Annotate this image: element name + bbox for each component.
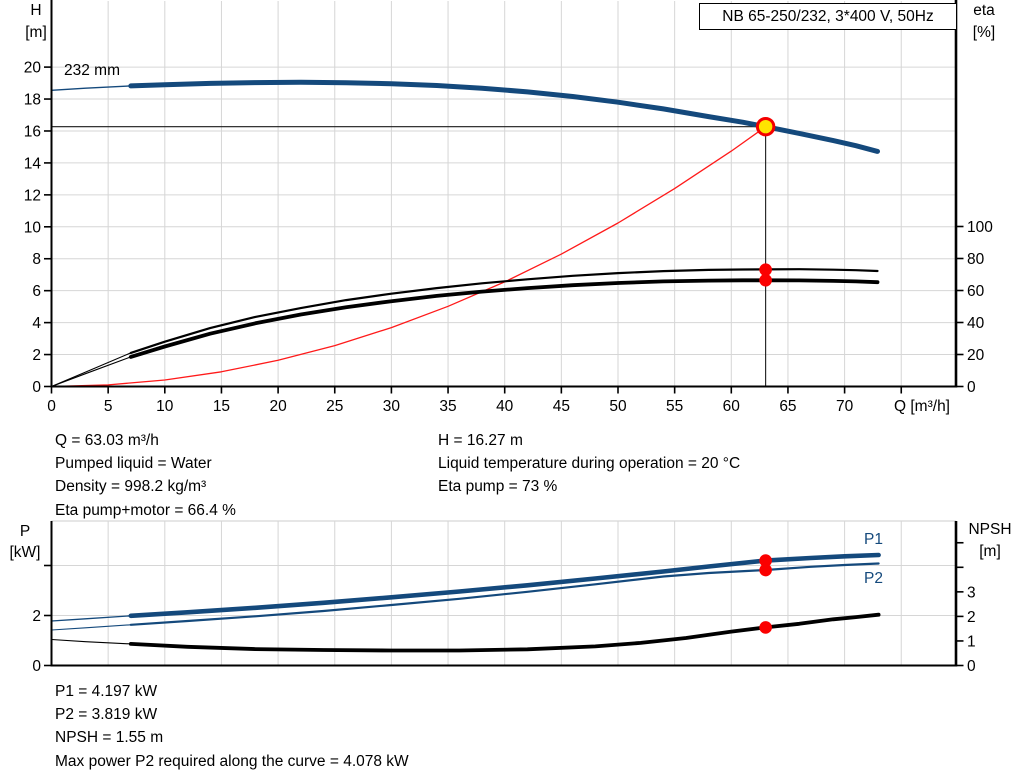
q-axis-label: Q [m³/h] xyxy=(894,398,950,415)
power-info: P1 = 4.197 kW P2 = 3.819 kW NPSH = 1.55 … xyxy=(55,680,409,773)
eta-tick-label: 20 xyxy=(967,347,985,364)
eta-tick-label: 100 xyxy=(967,219,993,236)
q-tick-label: 25 xyxy=(326,398,343,415)
eta-pump-motor-duty-dot xyxy=(759,273,772,287)
eta-tick-label: 0 xyxy=(967,379,976,396)
p2-duty-dot xyxy=(759,563,772,577)
info-eta-pump: Eta pump = 73 % xyxy=(438,478,558,496)
p-tick-label: 0 xyxy=(32,658,41,675)
p-axis-label: P xyxy=(19,523,31,540)
eta-axis-label: eta xyxy=(973,2,995,19)
h-axis-unit: [m] xyxy=(25,24,47,41)
p2-curve-lead xyxy=(50,624,132,631)
h-tick-label: 8 xyxy=(32,251,41,268)
q-tick-label: 40 xyxy=(496,398,514,415)
p1-curve xyxy=(128,552,881,619)
eta-pump-motor-lead xyxy=(50,356,132,388)
h-tick-label: 6 xyxy=(32,283,41,300)
q-tick-label: 5 xyxy=(104,398,113,415)
bottom-chart-ticks: 0 2 0 1 2 3 xyxy=(32,541,976,675)
info-npsh: NPSH = 1.55 m xyxy=(55,729,164,747)
info-liquid: Pumped liquid = Water xyxy=(55,455,212,473)
h-tick-label: 2 xyxy=(32,347,41,364)
eta-pump-duty-dot xyxy=(759,263,772,277)
info-max-p2: Max power P2 required along the curve = … xyxy=(55,752,409,770)
npsh-axis-unit: [m] xyxy=(979,543,1001,560)
bottom-chart-markers xyxy=(759,554,772,634)
eta-tick-label: 60 xyxy=(967,283,985,300)
q-tick-label: 35 xyxy=(439,398,456,415)
h-tick-label: 4 xyxy=(32,315,41,332)
head-curve-232mm xyxy=(128,79,880,154)
p2-curve xyxy=(129,562,880,626)
q-tick-label: 30 xyxy=(383,398,401,415)
npsh-curve-lead xyxy=(50,638,132,645)
npsh-duty-dot xyxy=(759,621,772,634)
q-tick-label: 0 xyxy=(47,398,56,415)
h-tick-label: 16 xyxy=(24,123,41,140)
info-h: H = 16.27 m xyxy=(438,432,523,449)
h-tick-label: 0 xyxy=(32,379,41,396)
p-tick-label: 2 xyxy=(32,608,41,625)
p1-series-label: P1 xyxy=(864,531,883,548)
h-tick-label: 20 xyxy=(24,60,42,77)
q-tick-label: 65 xyxy=(779,398,796,415)
info-p1: P1 = 4.197 kW xyxy=(55,683,158,700)
p-axis-unit: [kW] xyxy=(9,544,41,561)
q-tick-label: 15 xyxy=(213,398,230,415)
h-tick-label: 14 xyxy=(24,155,42,172)
eta-axis-unit: [%] xyxy=(972,24,996,41)
pump-title-box: NB 65-250/232, 3*400 V, 50Hz xyxy=(699,3,957,30)
info-density: Density = 998.2 kg/m³ xyxy=(55,478,207,496)
npsh-tick-label: 3 xyxy=(967,584,976,601)
eta-tick-label: 40 xyxy=(967,315,985,332)
bottom-chart-series xyxy=(50,552,881,653)
bottom-chart-grid xyxy=(51,520,956,666)
h-tick-label: 18 xyxy=(24,92,41,109)
p1-curve-lead xyxy=(50,615,132,622)
npsh-tick-label: 0 xyxy=(967,658,976,675)
top-chart: 0 2 4 6 8 10 12 14 16 18 20 0 5 10 15 20 25 30 35 40 45 50 55 6… xyxy=(24,0,993,415)
q-tick-label: 20 xyxy=(269,398,287,415)
p2-series-label: P2 xyxy=(864,570,883,587)
duty-info-left: Q = 63.03 m³/h Pumped liquid = Water Den… xyxy=(55,429,236,522)
eta-pump-motor xyxy=(128,278,880,359)
npsh-curve xyxy=(128,612,881,653)
h-tick-label: 12 xyxy=(24,187,41,204)
eta-pump xyxy=(129,268,879,354)
q-tick-label: 50 xyxy=(609,398,627,415)
p1-duty-dot xyxy=(759,554,772,567)
q-tick-label: 10 xyxy=(156,398,174,415)
h-axis-label: H xyxy=(30,2,42,19)
q-tick-label: 45 xyxy=(553,398,570,415)
h-tick-label: 10 xyxy=(24,219,42,236)
eta-tick-label: 80 xyxy=(967,251,985,268)
info-q: Q = 63.03 m³/h xyxy=(55,432,159,449)
q-tick-label: 55 xyxy=(666,398,683,415)
duty-point-marker xyxy=(755,116,776,137)
top-chart-markers xyxy=(755,116,776,287)
top-chart-ticks: 0 2 4 6 8 10 12 14 16 18 20 0 5 10 15 20 25 30 35 40 45 50 55 6… xyxy=(24,60,993,415)
top-chart-series xyxy=(50,79,880,388)
q-tick-label: 70 xyxy=(836,398,854,415)
top-chart-grid xyxy=(51,1,956,387)
info-eta-pump-motor: Eta pump+motor = 66.4 % xyxy=(55,501,236,519)
q-tick-label: 60 xyxy=(723,398,741,415)
npsh-tick-label: 2 xyxy=(967,609,976,626)
info-temperature: Liquid temperature during operation = 20… xyxy=(438,455,741,473)
duty-info-right: H = 16.27 m Liquid temperature during op… xyxy=(438,429,740,499)
system-curve xyxy=(50,126,767,388)
info-p2: P2 = 3.819 kW xyxy=(55,706,158,724)
bottom-chart: 0 2 0 1 2 3 xyxy=(32,520,976,675)
npsh-axis-label: NPSH xyxy=(968,521,1012,538)
head-curve-232mm-lead xyxy=(50,85,132,91)
npsh-tick-label: 1 xyxy=(967,633,976,650)
impeller-diameter-label: 232 mm xyxy=(64,62,120,79)
